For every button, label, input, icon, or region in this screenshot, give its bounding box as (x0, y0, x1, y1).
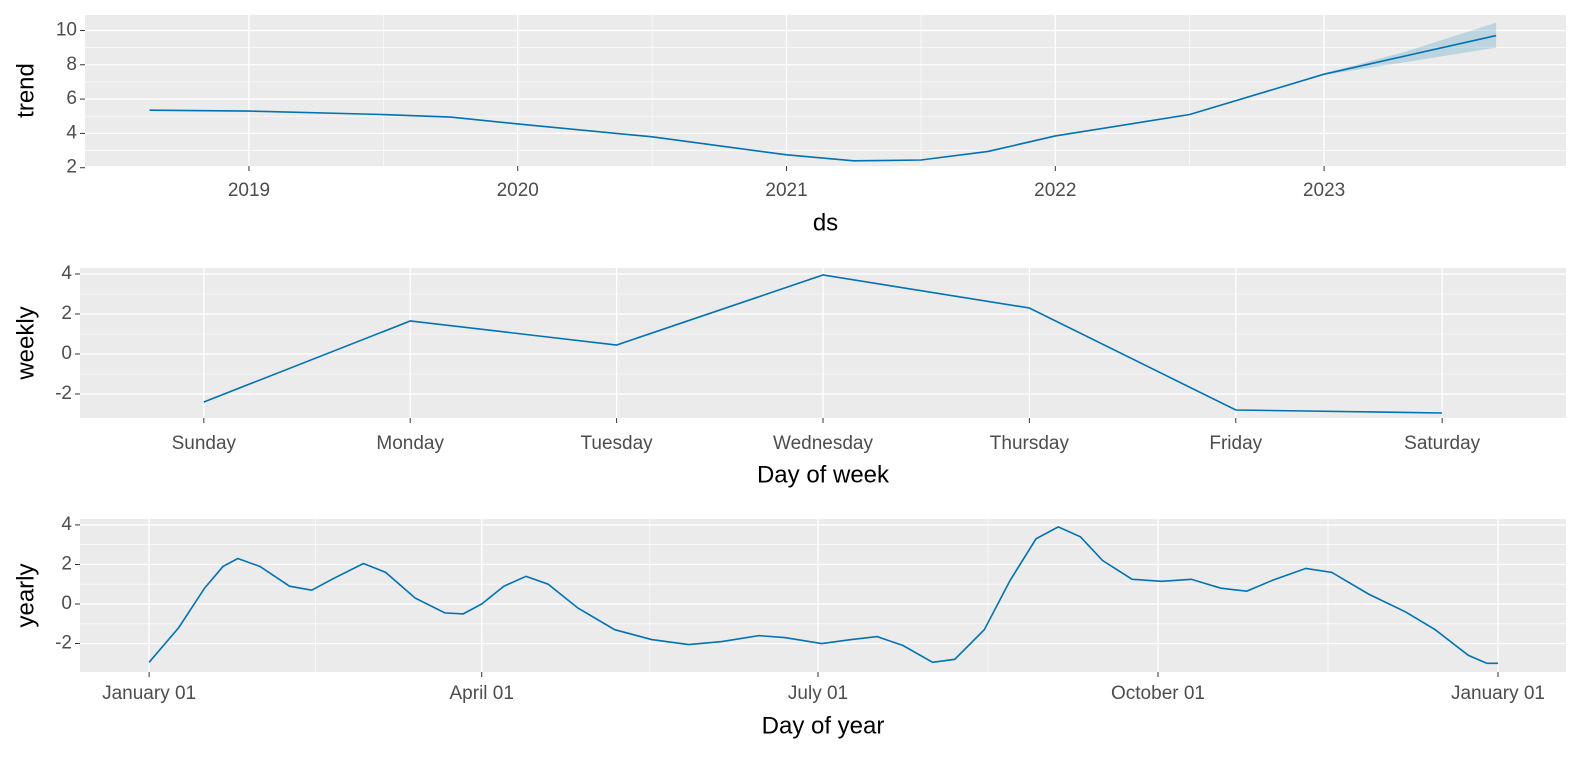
panel-background (80, 519, 1566, 672)
y-tick-label: 6 (66, 88, 77, 109)
y-tick-label: 2 (61, 303, 72, 324)
y-tick-label: 8 (66, 54, 77, 75)
x-axis-title: ds (813, 209, 838, 236)
trend-line (149, 34, 1497, 162)
x-tick-label: 2022 (1034, 180, 1076, 201)
panel-background (85, 15, 1566, 166)
y-tick-label: 0 (61, 593, 72, 614)
y-axis-title: yearly (12, 563, 39, 627)
y-axis-title: weekly (12, 306, 39, 380)
trend-line (203, 274, 1443, 414)
x-tick-label: January 01 (102, 683, 196, 704)
x-tick-label: Wednesday (773, 433, 873, 454)
x-axis-title: Day of week (757, 461, 890, 488)
y-tick-label: 10 (56, 19, 77, 40)
x-tick-label: October 01 (1111, 683, 1205, 704)
y-tick-label: -2 (55, 383, 72, 404)
x-tick-label: 2020 (497, 180, 539, 201)
x-tick-label: Monday (376, 433, 444, 454)
y-tick-label: 2 (66, 157, 77, 178)
trend-line (148, 526, 1498, 665)
x-tick-label: Friday (1209, 433, 1262, 454)
x-tick-label: Sunday (172, 433, 237, 454)
y-tick-label: 4 (61, 263, 72, 284)
y-tick-label: 4 (61, 514, 72, 535)
y-axis-title: trend (12, 63, 39, 118)
x-tick-label: April 01 (450, 683, 514, 704)
x-tick-label: Thursday (990, 433, 1070, 454)
y-tick-label: 0 (61, 343, 72, 364)
x-tick-label: 2023 (1303, 180, 1345, 201)
x-tick-label: 2019 (228, 180, 270, 201)
y-tick-label: 2 (61, 553, 72, 574)
y-tick-label: -2 (55, 633, 72, 654)
x-tick-label: July 01 (788, 683, 848, 704)
x-tick-label: January 01 (1451, 683, 1545, 704)
x-axis-title: Day of year (762, 712, 885, 739)
uncertainty-band (1324, 22, 1497, 76)
x-tick-label: Saturday (1404, 433, 1481, 454)
x-tick-label: Tuesday (581, 433, 654, 454)
y-tick-label: 4 (66, 122, 77, 143)
x-tick-label: 2021 (765, 180, 807, 201)
